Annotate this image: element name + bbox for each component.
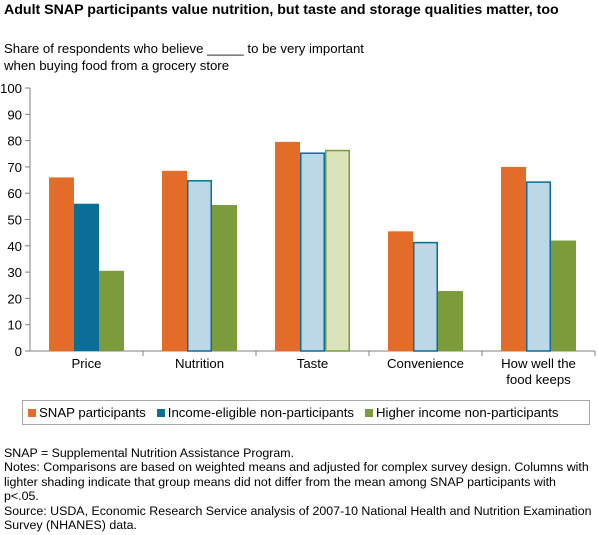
legend-item-snap: SNAP participants (28, 405, 146, 420)
subtitle-line-1: Share of respondents who believe _____ t… (4, 41, 364, 56)
legend-item-higher-income: Higher income non-participants (364, 405, 559, 420)
y-tick-label: 60 (7, 186, 22, 201)
bar-snap (275, 141, 300, 351)
bar-higher-income (551, 240, 576, 351)
bar-snap (49, 177, 74, 351)
y-tick-label: 90 (7, 107, 22, 122)
y-tick-label: 80 (7, 134, 22, 149)
legend-item-income-eligible: Income-eligible non-participants (156, 405, 354, 420)
y-tick-label: 70 (7, 160, 22, 175)
note-methodology: Notes: Comparisons are based on weighted… (4, 460, 589, 504)
y-tick-label: 10 (7, 318, 22, 333)
chart-title: Adult SNAP participants value nutrition,… (4, 2, 559, 18)
note-abbreviation: SNAP = Supplemental Nutrition Assistance… (4, 446, 295, 460)
legend-label-income-eligible: Income-eligible non-participants (167, 405, 354, 420)
bar-snap (501, 166, 526, 351)
bar-higher-income (212, 205, 237, 351)
bar-income-eligible (300, 152, 325, 352)
x-tick-label: Price (71, 356, 101, 371)
bar-income-eligible (526, 181, 551, 352)
chart-notes: SNAP = Supplemental Nutrition Assistance… (4, 446, 594, 532)
bar-income-eligible (74, 203, 99, 351)
bar-higher-income (99, 270, 124, 351)
y-tick-label: 50 (7, 213, 22, 228)
bar-snap (162, 170, 187, 351)
x-tick-label: Convenience (387, 356, 464, 371)
legend-swatch-income-eligible (156, 408, 165, 417)
bar-snap (388, 231, 413, 351)
x-tick-label: Taste (297, 356, 329, 371)
chart-subtitle: Share of respondents who believe _____ t… (4, 40, 424, 74)
bar-income-eligible (187, 180, 212, 352)
legend-label-higher-income: Higher income non-participants (375, 405, 559, 420)
x-tick-label: Nutrition (175, 356, 224, 371)
bar-higher-income (438, 291, 463, 351)
legend-swatch-higher-income (364, 408, 373, 417)
y-tick-label: 20 (7, 291, 22, 306)
legend-label-snap: SNAP participants (39, 405, 146, 420)
note-source: Source: USDA, Economic Research Service … (4, 503, 592, 533)
subtitle-line-2: when buying food from a grocery store (4, 58, 230, 73)
legend-swatch-snap (28, 408, 36, 417)
x-tick-label: food keeps (506, 372, 571, 387)
x-tick-label: How well the (501, 356, 576, 371)
y-tick-label: 0 (15, 344, 22, 359)
y-tick-label: 30 (7, 265, 22, 280)
chart-legend: SNAP participants Income-eligible non-pa… (22, 400, 590, 425)
y-tick-label: 40 (7, 239, 22, 254)
y-tick-label: 100 (0, 81, 22, 96)
bar-higher-income (325, 149, 350, 352)
bar-chart: 0 10 20 30 40 50 60 70 80 90 100 Price Nutrition Tast… (0, 81, 596, 387)
bar-income-eligible (413, 241, 438, 352)
